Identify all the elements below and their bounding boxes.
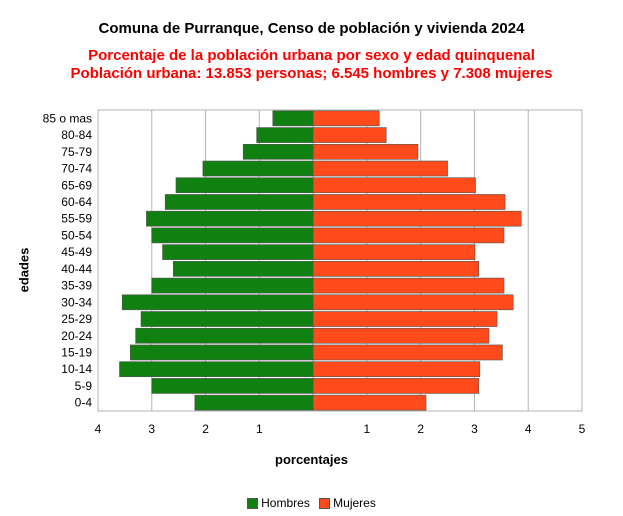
bar-mujeres bbox=[312, 361, 481, 378]
y-tick-label: 15-19 bbox=[61, 345, 92, 359]
x-axis-label: porcentajes bbox=[275, 452, 348, 467]
bar-hombres bbox=[272, 110, 314, 127]
bar-hombres bbox=[146, 210, 314, 227]
bar-mujeres bbox=[312, 311, 498, 327]
chart-subtitle-2: Población urbana: 13.853 personas; 6.545… bbox=[70, 65, 553, 82]
bar-mujeres bbox=[312, 127, 387, 143]
x-tick-label: 1 bbox=[256, 422, 263, 436]
y-tick-label: 0-4 bbox=[75, 396, 93, 410]
bar-hombres bbox=[129, 344, 314, 361]
bar-mujeres bbox=[312, 394, 427, 411]
legend-swatch-hombres bbox=[247, 497, 259, 509]
y-tick-label: 70-74 bbox=[61, 162, 92, 176]
bar-hombres bbox=[162, 244, 314, 260]
bar-mujeres bbox=[312, 327, 490, 344]
legend: Hombres Mujeres bbox=[0, 496, 623, 512]
y-tick-label: 20-24 bbox=[61, 329, 92, 343]
legend-item-hombres: Hombres bbox=[247, 496, 310, 510]
bar-hombres bbox=[151, 277, 314, 294]
y-tick-label: 25-29 bbox=[61, 312, 92, 326]
bar-mujeres bbox=[312, 378, 480, 394]
y-tick-label: 55-59 bbox=[61, 212, 92, 226]
bar-hombres bbox=[172, 261, 314, 277]
x-tick-label: 4 bbox=[95, 422, 102, 436]
bar-hombres bbox=[151, 227, 314, 244]
bar-hombres bbox=[135, 327, 314, 344]
bar-hombres bbox=[164, 194, 314, 210]
bar-mujeres bbox=[312, 160, 448, 177]
legend-label-mujeres: Mujeres bbox=[333, 496, 376, 510]
legend-swatch-mujeres bbox=[319, 497, 331, 509]
x-tick-label: 5 bbox=[579, 422, 586, 436]
y-tick-label: 65-69 bbox=[61, 178, 92, 192]
bar-hombres bbox=[256, 127, 314, 143]
y-tick-label: 30-34 bbox=[61, 295, 92, 309]
y-axis-label: edades bbox=[16, 247, 32, 293]
bar-hombres bbox=[194, 394, 314, 411]
bar-mujeres bbox=[312, 210, 522, 227]
legend-item-mujeres: Mujeres bbox=[319, 496, 376, 510]
bar-hombres bbox=[121, 294, 314, 311]
x-tick-label: 2 bbox=[202, 422, 209, 436]
y-tick-label: 50-54 bbox=[61, 228, 92, 242]
x-tick-label: 4 bbox=[525, 422, 532, 436]
y-tick-label: 5-9 bbox=[75, 379, 93, 393]
bar-hombres bbox=[119, 361, 314, 378]
bar-hombres bbox=[140, 311, 314, 327]
y-tick-label: 10-14 bbox=[61, 362, 92, 376]
plot-frame bbox=[97, 109, 583, 412]
x-tick-label: 1 bbox=[364, 422, 371, 436]
bar-mujeres bbox=[312, 227, 505, 244]
bar-mujeres bbox=[312, 244, 476, 260]
bar-mujeres bbox=[312, 277, 505, 294]
x-tick-label: 3 bbox=[471, 422, 478, 436]
y-tick-label: 85 o mas bbox=[43, 111, 92, 125]
y-tick-label: 35-39 bbox=[61, 279, 92, 293]
chart-subtitle-1: Porcentaje de la población urbana por se… bbox=[88, 47, 535, 64]
bar-hombres bbox=[202, 160, 314, 177]
bar-hombres bbox=[151, 378, 314, 394]
y-tick-label: 60-64 bbox=[61, 195, 92, 209]
bar-mujeres bbox=[312, 344, 503, 361]
y-tick-label: 75-79 bbox=[61, 145, 92, 159]
legend-label-hombres: Hombres bbox=[261, 496, 310, 510]
y-tick-label: 40-44 bbox=[61, 262, 92, 276]
bar-mujeres bbox=[312, 143, 419, 160]
y-tick-label: 45-49 bbox=[61, 245, 92, 259]
y-tick-label: 80-84 bbox=[61, 128, 92, 142]
chart-title: Comuna de Purranque, Censo de población … bbox=[98, 20, 525, 37]
bar-mujeres bbox=[312, 110, 380, 127]
x-tick-label: 3 bbox=[148, 422, 155, 436]
bar-mujeres bbox=[312, 294, 514, 311]
bar-mujeres bbox=[312, 194, 506, 210]
bar-mujeres bbox=[312, 177, 476, 194]
bar-hombres bbox=[175, 177, 314, 194]
bar-mujeres bbox=[312, 261, 480, 277]
bar-hombres bbox=[242, 143, 314, 160]
x-tick-label: 2 bbox=[417, 422, 424, 436]
